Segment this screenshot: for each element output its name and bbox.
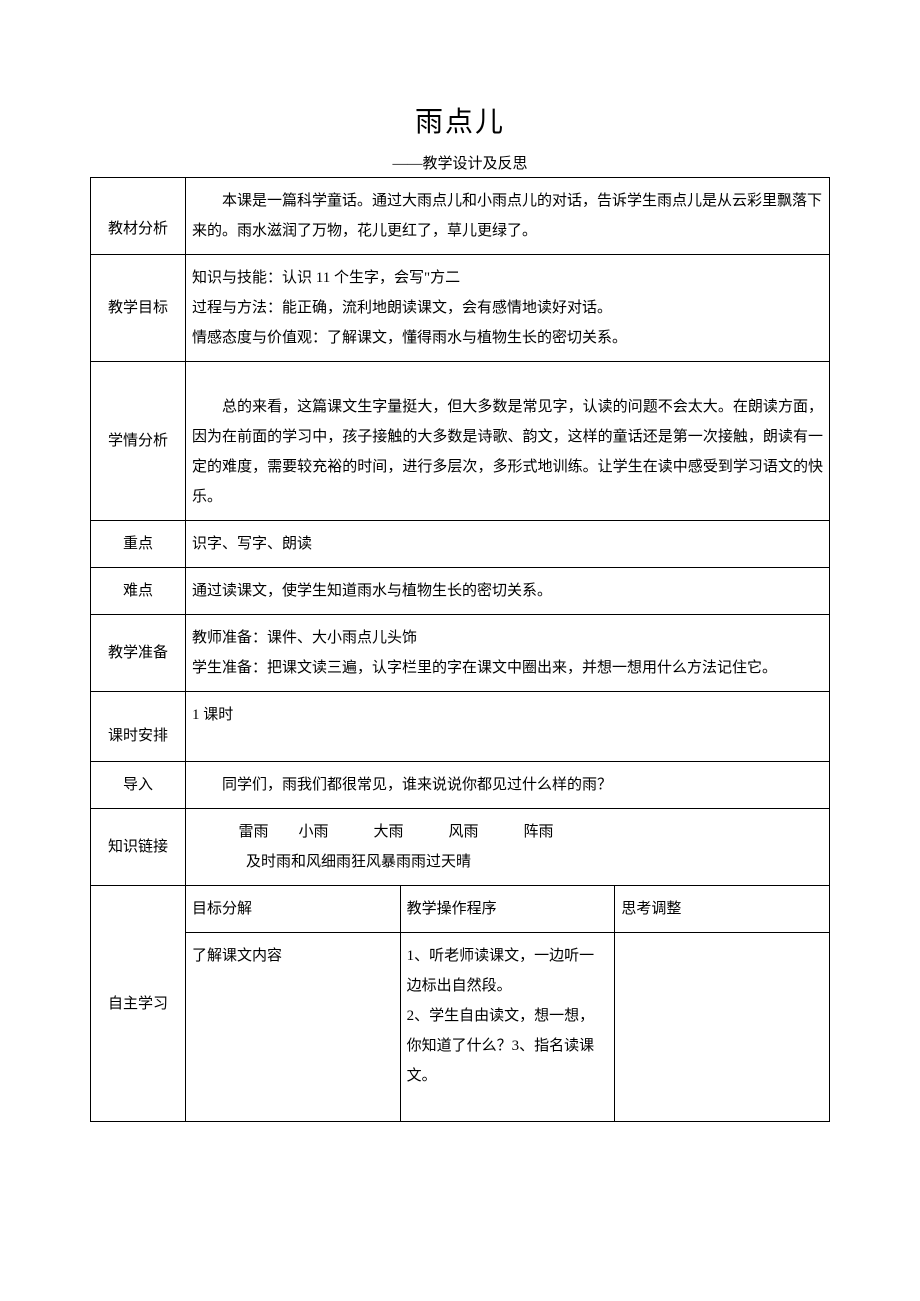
row-label-goals: 教学目标: [91, 255, 186, 362]
sub-goal-text: 了解课文内容: [186, 933, 401, 1122]
row-content-analysis: 本课是一篇科学童话。通过大雨点儿和小雨点儿的对话，告诉学生雨点儿是从云彩里飘落下…: [186, 178, 830, 255]
row-content-link: 雷雨 小雨 大雨 风雨 阵雨 及时雨和风细雨狂风暴雨雨过天晴: [186, 809, 830, 886]
table-row: 难点 通过读课文，使学生知道雨水与植物生长的密切关系。: [91, 568, 830, 615]
table-row: 自主学习 目标分解 教学操作程序 思考调整: [91, 886, 830, 933]
document-title: 雨点儿: [90, 100, 830, 140]
row-content-goals: 知识与技能：认识 11 个生字，会写"方二 过程与方法：能正确，流利地朗读课文，…: [186, 255, 830, 362]
row-label-analysis: 教材分析: [91, 178, 186, 255]
row-content-prep: 教师准备：课件、大小雨点儿头饰 学生准备：把课文读三遍，认字栏里的字在课文中圈出…: [186, 615, 830, 692]
table-row: 导入 同学们，雨我们都很常见，谁来说说你都见过什么样的雨？: [91, 762, 830, 809]
table-row: 教学目标 知识与技能：认识 11 个生字，会写"方二 过程与方法：能正确，流利地…: [91, 255, 830, 362]
row-label-difficult: 难点: [91, 568, 186, 615]
sub-header-goal: 目标分解: [186, 886, 401, 933]
table-row: 教学准备 教师准备：课件、大小雨点儿头饰 学生准备：把课文读三遍，认字栏里的字在…: [91, 615, 830, 692]
table-row: 重点 识字、写字、朗读: [91, 521, 830, 568]
row-content-learner: 总的来看，这篇课文生字量挺大，但大多数是常见字，认读的问题不会太大。在朗读方面，…: [186, 362, 830, 521]
row-label-period: 课时安排: [91, 692, 186, 762]
page-root: 雨点儿 ——教学设计及反思 教材分析 本课是一篇科学童话。通过大雨点儿和小雨点儿…: [0, 0, 920, 1202]
row-label-link: 知识链接: [91, 809, 186, 886]
table-row: 课时安排 1 课时: [91, 692, 830, 762]
row-content-period: 1 课时: [186, 692, 830, 762]
row-label-learner: 学情分析: [91, 362, 186, 521]
sub-header-think: 思考调整: [615, 886, 830, 933]
row-label-self: 自主学习: [91, 886, 186, 1122]
lesson-plan-table: 教材分析 本课是一篇科学童话。通过大雨点儿和小雨点儿的对话，告诉学生雨点儿是从云…: [90, 177, 830, 1122]
sub-proc-text: 1、听老师读课文，一边听一边标出自然段。 2、学生自由读文，想一想，你知道了什么…: [400, 933, 615, 1122]
row-content-key: 识字、写字、朗读: [186, 521, 830, 568]
row-label-intro: 导入: [91, 762, 186, 809]
row-label-prep: 教学准备: [91, 615, 186, 692]
table-row: 了解课文内容 1、听老师读课文，一边听一边标出自然段。 2、学生自由读文，想一想…: [91, 933, 830, 1122]
sub-think-empty: [615, 933, 830, 1122]
document-subtitle: ——教学设计及反思: [90, 152, 830, 173]
row-content-difficult: 通过读课文，使学生知道雨水与植物生长的密切关系。: [186, 568, 830, 615]
sub-header-proc: 教学操作程序: [400, 886, 615, 933]
table-row: 知识链接 雷雨 小雨 大雨 风雨 阵雨 及时雨和风细雨狂风暴雨雨过天晴: [91, 809, 830, 886]
table-row: 教材分析 本课是一篇科学童话。通过大雨点儿和小雨点儿的对话，告诉学生雨点儿是从云…: [91, 178, 830, 255]
row-content-intro: 同学们，雨我们都很常见，谁来说说你都见过什么样的雨？: [186, 762, 830, 809]
row-label-key: 重点: [91, 521, 186, 568]
table-row: 学情分析 总的来看，这篇课文生字量挺大，但大多数是常见字，认读的问题不会太大。在…: [91, 362, 830, 521]
